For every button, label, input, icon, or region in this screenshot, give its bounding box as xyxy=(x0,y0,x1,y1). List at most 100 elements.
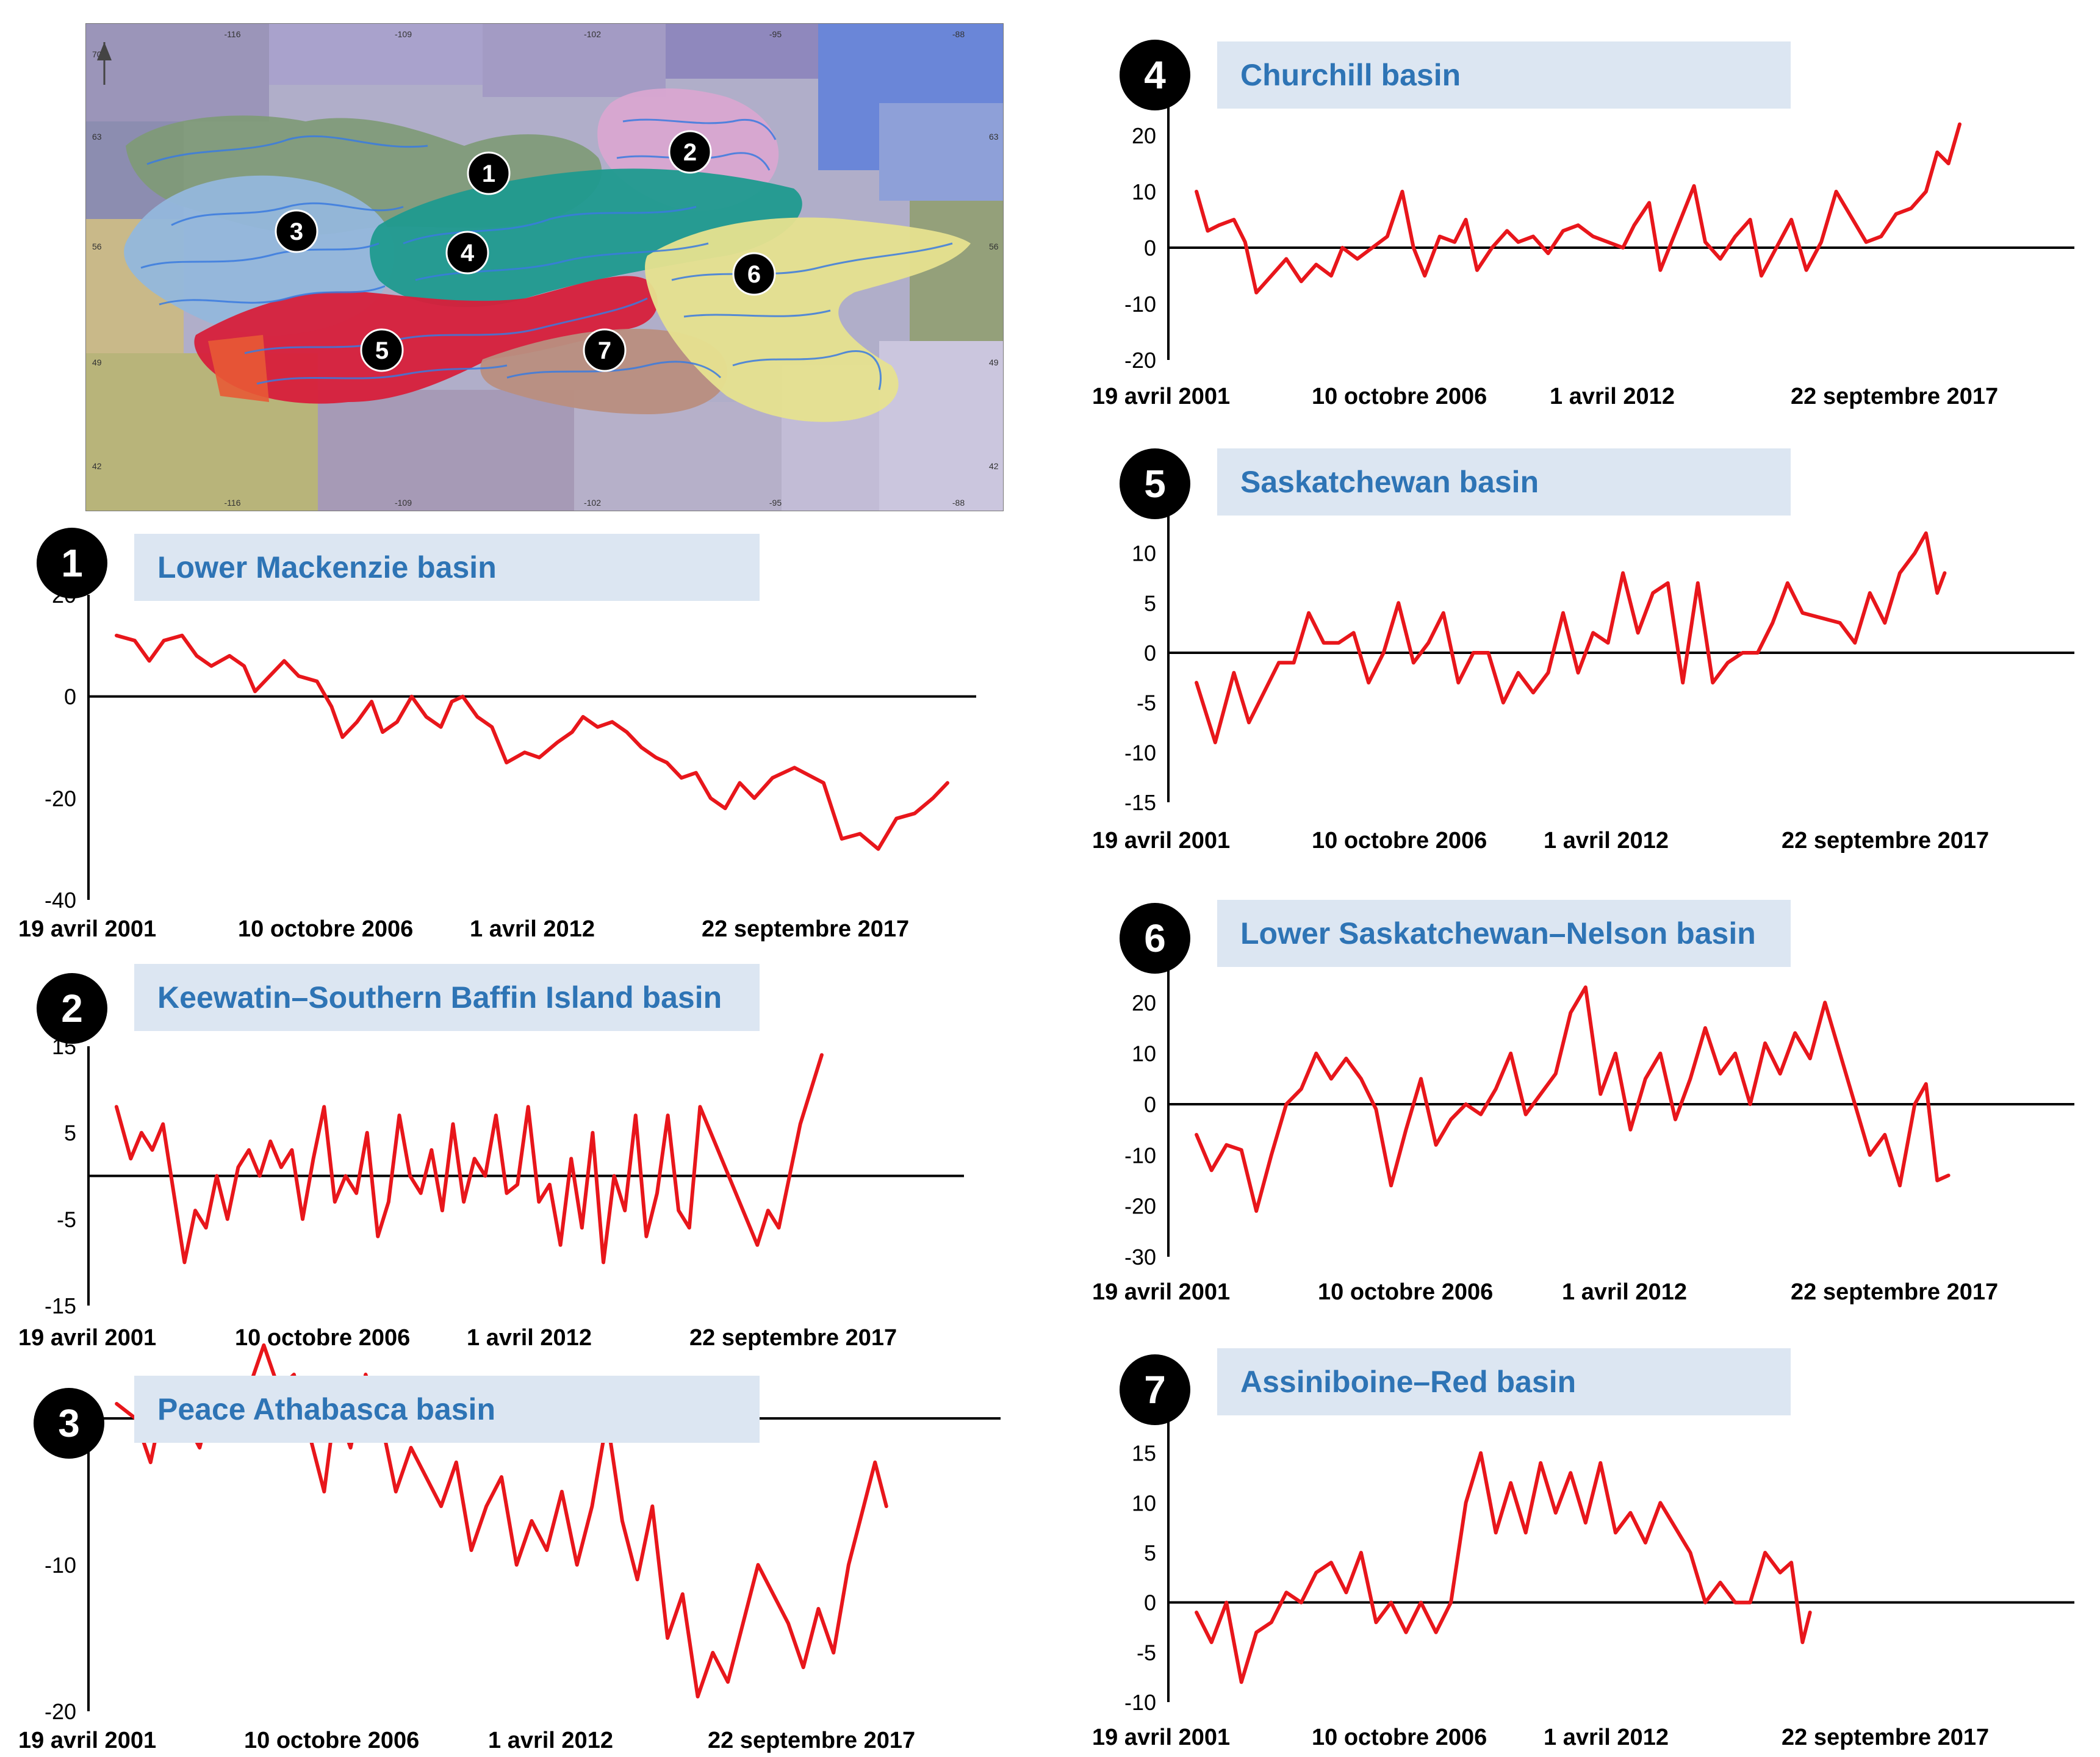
y-tick-label: 0 xyxy=(1144,235,1156,260)
map-right-tick-label: 63 xyxy=(989,132,999,142)
map-marker-label: 4 xyxy=(461,240,475,267)
map-right-tick-label: 49 xyxy=(989,358,999,367)
map-marker-circle xyxy=(668,130,712,174)
basin-5-area xyxy=(194,276,658,404)
x-tick-label: 10 octobre 2006 xyxy=(235,1325,410,1351)
y-tick-label: -5 xyxy=(1137,691,1156,716)
x-tick-label: 10 octobre 2006 xyxy=(238,916,413,942)
map-bottom-tick-label: -102 xyxy=(584,498,601,508)
map-marker-label: 6 xyxy=(747,261,761,288)
map-top-tick-label: -88 xyxy=(952,29,965,39)
map-marker-label: 5 xyxy=(375,337,389,364)
river-line xyxy=(256,364,508,385)
map-tile xyxy=(86,24,269,121)
series-line xyxy=(114,1053,824,1265)
map-top-tick-label: -116 xyxy=(225,29,241,39)
y-tick-label: -20 xyxy=(45,1699,76,1724)
x-tick-label: 1 avril 2012 xyxy=(1550,384,1675,409)
map-marker-label: 2 xyxy=(683,139,697,166)
map-top-tick-label: -102 xyxy=(584,29,601,39)
badge-two: 2 xyxy=(37,973,107,1044)
series-line xyxy=(115,633,949,851)
x-tick-label: 22 septembre 2017 xyxy=(1782,1725,1989,1750)
x-tick-label: 19 avril 2001 xyxy=(18,1325,156,1351)
x-tick-label: 10 octobre 2006 xyxy=(1318,1279,1493,1305)
map-tile xyxy=(318,390,574,511)
map-top-tick-label: -95 xyxy=(769,29,782,39)
map-marker-circle xyxy=(467,151,511,195)
badge-six: 6 xyxy=(1120,903,1190,974)
basin-4-area xyxy=(370,168,802,307)
y-tick-label: 20 xyxy=(1132,123,1156,148)
y-tick-label: -5 xyxy=(1137,1640,1156,1665)
map-left-tick-label: 63 xyxy=(92,132,102,142)
river-line xyxy=(244,297,648,354)
x-tick-label: 22 septembre 2017 xyxy=(1782,828,1989,853)
map-bottom-ticks: -116 -109 -102 -95 -88 xyxy=(225,498,965,508)
river-line xyxy=(159,285,386,306)
map-right-tick-label: 56 xyxy=(989,242,999,251)
x-tick-label: 19 avril 2001 xyxy=(1092,1279,1230,1305)
y-tick-label: 5 xyxy=(64,1121,76,1146)
basin-6-area xyxy=(645,217,971,422)
north-arrow-icon xyxy=(97,42,112,85)
river-line xyxy=(622,118,777,140)
y-tick-label: 20 xyxy=(1132,990,1156,1015)
y-tick-label: -20 xyxy=(1124,1194,1156,1219)
basin-map: -116 -109 -102 -95 -88 -116 -109 -102 -95 -88 70… xyxy=(85,23,1004,511)
x-tick-label: 1 avril 2012 xyxy=(1544,828,1669,853)
chart-title: Lower Saskatchewan–Nelson basin xyxy=(1217,900,1791,967)
x-tick-label: 22 septembre 2017 xyxy=(702,916,909,942)
y-tick-label: -10 xyxy=(45,1553,76,1578)
map-top-tick-label: -109 xyxy=(395,29,412,39)
x-tick-label: 19 avril 2001 xyxy=(18,1728,156,1753)
chart-panel-keewatin: 15 5 -5 -15 19 avril 2001 10 octobre 2006 1 av… xyxy=(0,952,1037,1354)
map-marker-label: 3 xyxy=(290,218,303,245)
river-line xyxy=(732,350,882,390)
chart-title: Keewatin–Southern Baffin Island basin xyxy=(134,964,760,1031)
map-markers: 1 2 3 4 5 6 7 xyxy=(275,130,776,372)
badge-three: 3 xyxy=(34,1388,104,1459)
map-left-tick-label: 56 xyxy=(92,242,102,251)
map-bottom-tick-label: -95 xyxy=(769,498,782,508)
map-right-ticks: 63 56 49 42 xyxy=(989,132,999,471)
north-arrow-head xyxy=(97,42,112,60)
badge-four: 4 xyxy=(1120,40,1190,110)
map-tile xyxy=(269,24,483,85)
map-marker-circle xyxy=(275,209,318,253)
y-tick-label: -20 xyxy=(1124,348,1156,373)
river-line xyxy=(403,206,697,245)
series-line xyxy=(1195,531,1947,744)
y-tick-label: 0 xyxy=(1144,1590,1156,1615)
y-tick-label: 0 xyxy=(1144,1092,1156,1117)
y-tick-label: 0 xyxy=(1144,641,1156,666)
y-tick-label: 10 xyxy=(1132,1490,1156,1515)
map-tile xyxy=(574,402,782,511)
river-line xyxy=(616,152,771,171)
series-line xyxy=(1195,985,1951,1213)
river-line xyxy=(140,242,379,269)
y-tick-label: -15 xyxy=(1124,790,1156,815)
x-tick-label: 19 avril 2001 xyxy=(18,916,156,942)
map-canvas: -116 -109 -102 -95 -88 -116 -109 -102 -95 -88 70… xyxy=(86,24,1003,511)
badge-five: 5 xyxy=(1120,448,1190,519)
x-tick-label: 19 avril 2001 xyxy=(1092,828,1230,853)
x-tick-label: 19 avril 2001 xyxy=(1092,1725,1230,1750)
river-line xyxy=(506,361,722,379)
map-tile xyxy=(879,341,1003,511)
chart-title: Saskatchewan basin xyxy=(1217,448,1791,516)
map-bottom-tick-label: -88 xyxy=(952,498,965,508)
series-line xyxy=(1195,122,1962,295)
x-tick-label: 1 avril 2012 xyxy=(470,916,595,942)
series-line xyxy=(115,1343,888,1698)
y-tick-label: 15 xyxy=(1132,1441,1156,1466)
y-tick-label: -10 xyxy=(1124,740,1156,765)
